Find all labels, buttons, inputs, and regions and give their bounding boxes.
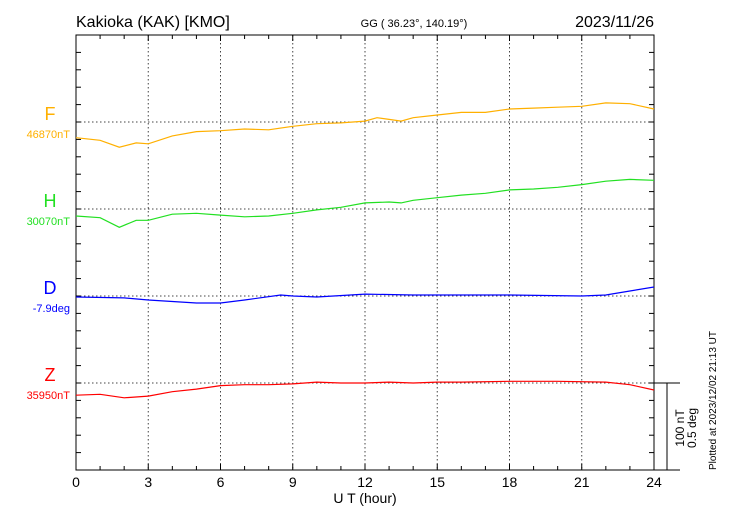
series-baseline-label: -7.9deg bbox=[33, 303, 70, 315]
x-tick-label: 21 bbox=[574, 474, 590, 490]
series-baseline-label: 30070nT bbox=[27, 216, 71, 228]
x-tick-label: 6 bbox=[217, 474, 225, 490]
series-line-h bbox=[75, 178, 655, 228]
series-line-f bbox=[75, 102, 655, 148]
x-tick-label: 15 bbox=[429, 474, 445, 490]
chart-date: 2023/11/26 bbox=[575, 14, 654, 31]
chart-title: Kakioka (KAK) [KMO] bbox=[76, 14, 230, 31]
series-name-z: Z bbox=[45, 365, 56, 385]
x-tick-label: 0 bbox=[72, 474, 80, 490]
x-tick-label: 12 bbox=[357, 474, 373, 490]
series-name-d: D bbox=[44, 278, 57, 298]
x-tick-label: 24 bbox=[646, 474, 662, 490]
series-line-z bbox=[75, 380, 655, 399]
x-tick-label: 3 bbox=[144, 474, 152, 490]
scale-label-nt: 100 nT bbox=[673, 409, 687, 447]
series-name-f: F bbox=[45, 104, 56, 124]
chart-subtitle: GG ( 36.23°, 140.19°) bbox=[361, 18, 468, 30]
series-line-d bbox=[75, 286, 655, 304]
x-tick-label: 9 bbox=[289, 474, 297, 490]
plotted-at-footer: Plotted at 2023/12/02 21:13 UT bbox=[708, 331, 719, 470]
x-axis-label: U T (hour) bbox=[333, 490, 396, 506]
series-baseline-label: 35950nT bbox=[27, 390, 71, 402]
series-name-h: H bbox=[44, 191, 57, 211]
x-tick-label: 18 bbox=[502, 474, 518, 490]
scale-label-deg: 0.5 deg bbox=[685, 408, 699, 448]
series-baseline-label: 46870nT bbox=[27, 129, 71, 141]
